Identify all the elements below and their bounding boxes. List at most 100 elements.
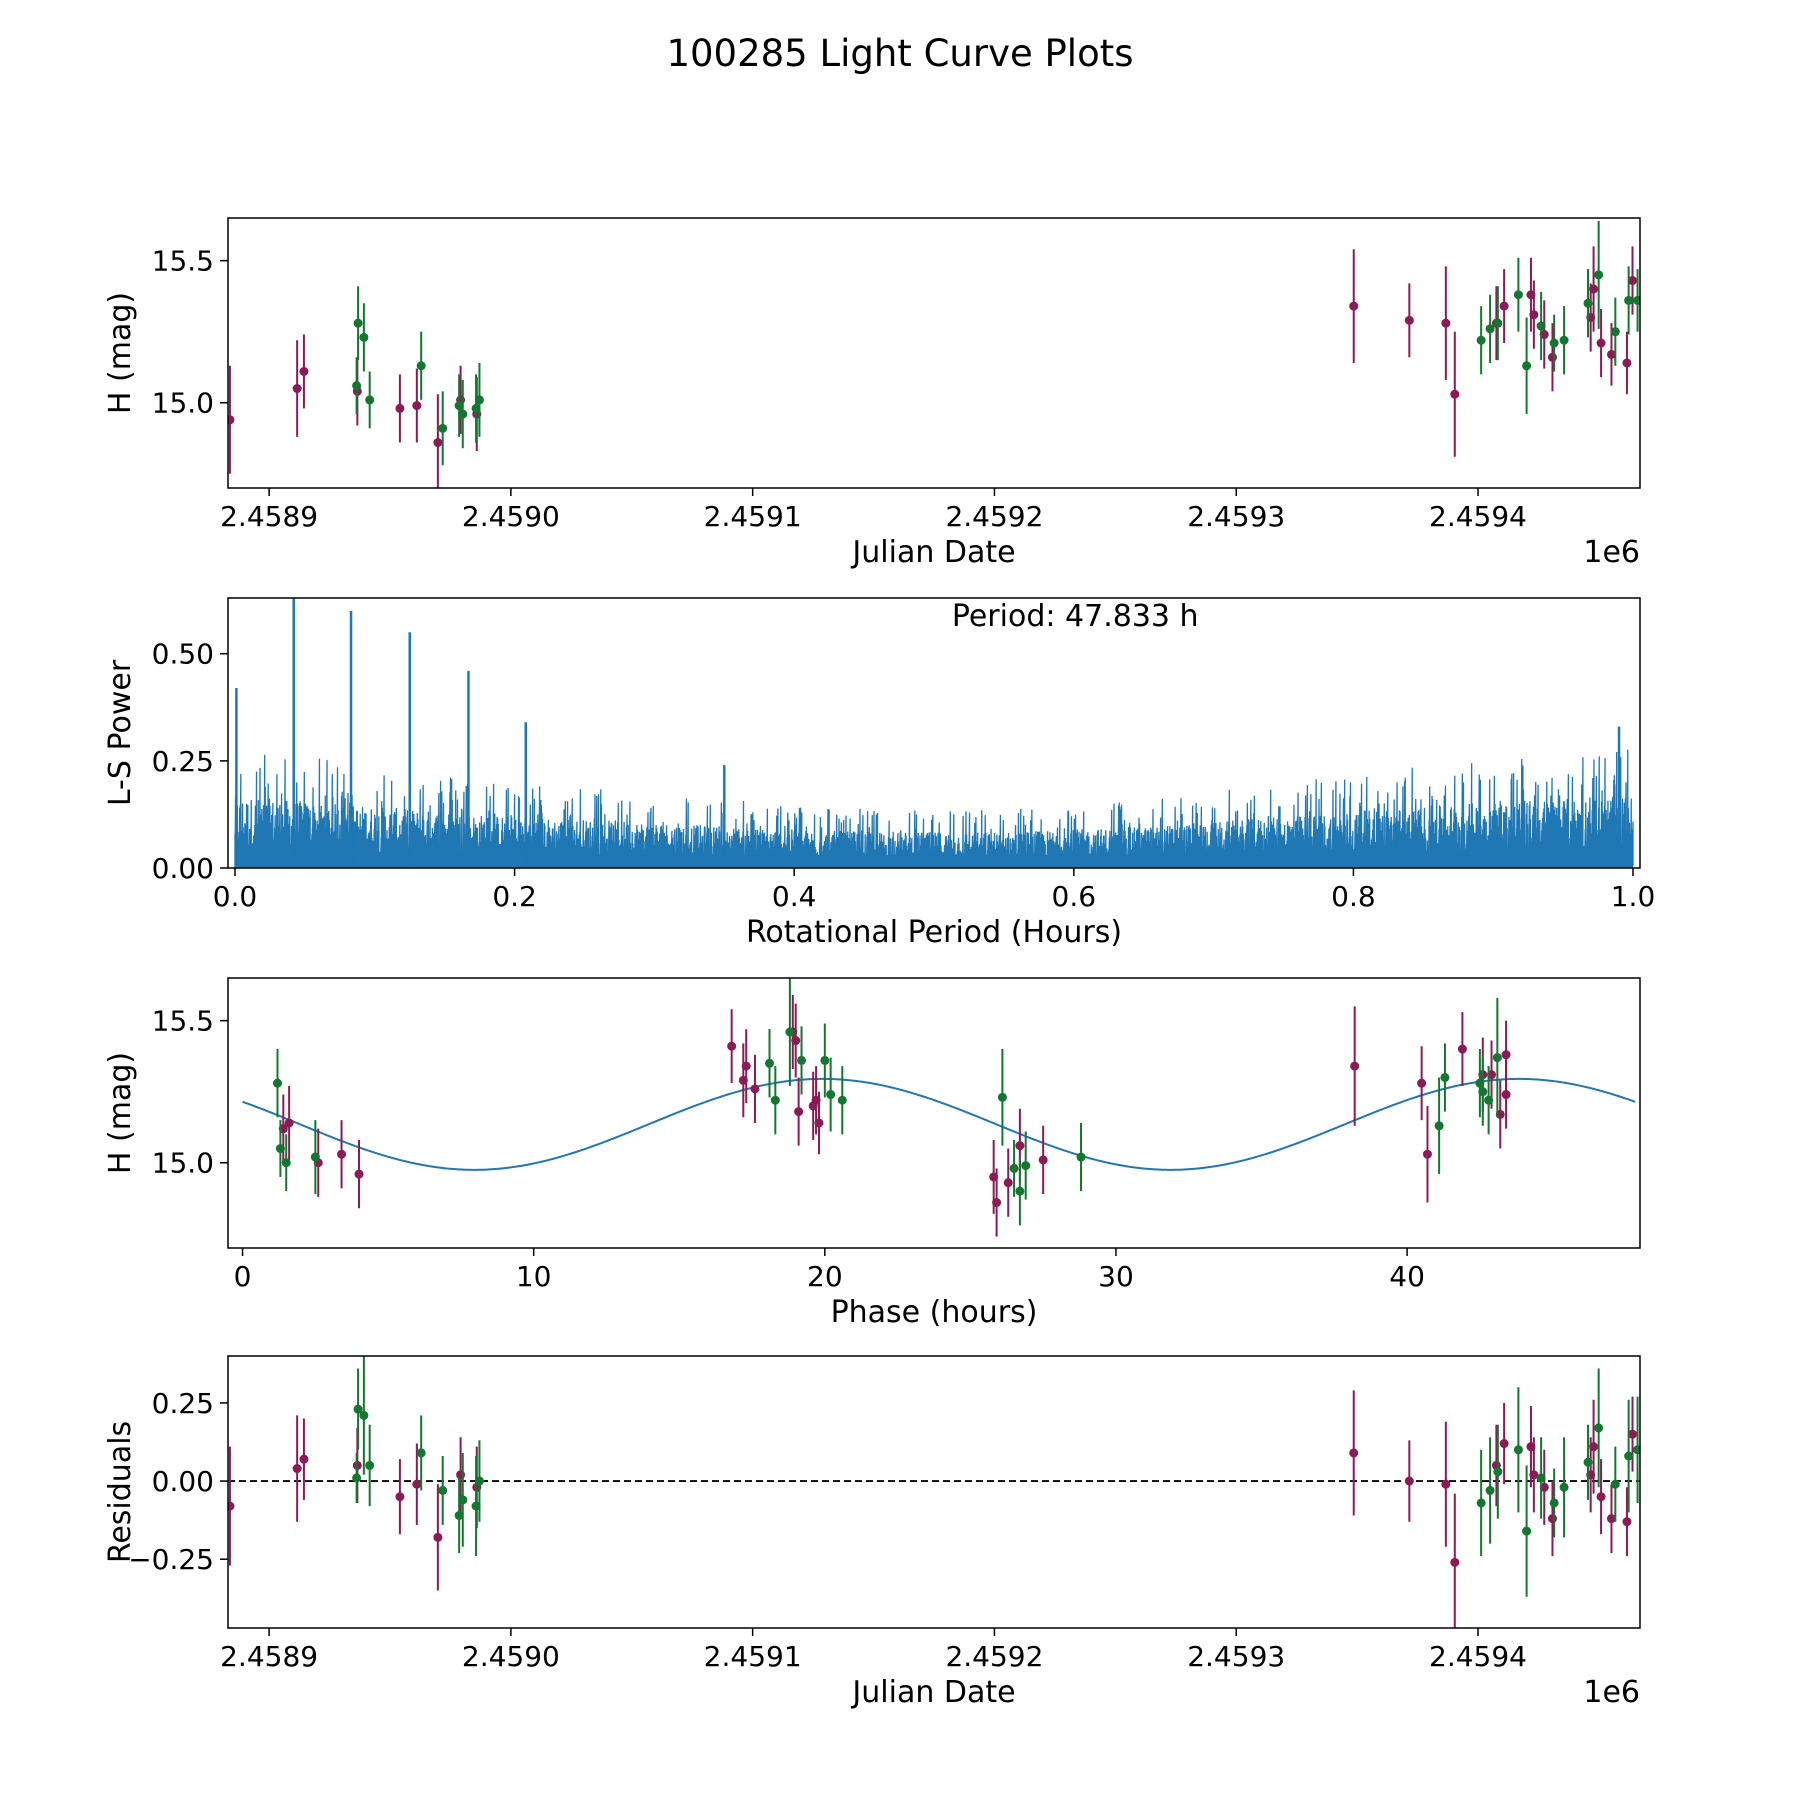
data-point xyxy=(1610,327,1620,337)
data-point xyxy=(1589,1442,1599,1452)
data-point xyxy=(785,1027,795,1037)
x-tick-label: 2.4592 xyxy=(945,500,1043,533)
x-tick-label: 2.4591 xyxy=(704,1640,802,1673)
data-point xyxy=(1610,1479,1620,1489)
data-point xyxy=(1003,1178,1013,1188)
y-tick-label: 15.0 xyxy=(152,1147,214,1180)
data-point xyxy=(1529,1470,1539,1480)
data-point xyxy=(1628,1429,1638,1439)
axes-frame xyxy=(227,597,1641,869)
data-point xyxy=(750,1084,760,1094)
data-point xyxy=(1015,1141,1025,1151)
data-point xyxy=(992,1198,1002,1208)
data-point xyxy=(474,395,484,405)
period-annotation: Period: 47.833 h xyxy=(952,599,1199,634)
data-point xyxy=(1522,1526,1532,1536)
x-tick-label: 0.2 xyxy=(492,880,537,913)
data-point xyxy=(1450,1557,1460,1567)
data-point xyxy=(416,361,426,371)
data-point xyxy=(1038,1155,1048,1165)
power-spectrum-line xyxy=(234,749,1634,868)
data-point xyxy=(1501,1090,1511,1100)
x-tick-label: 2.4589 xyxy=(220,1640,318,1673)
panel-residuals: 2.4589 2.4590 2.4591 2.4592 2.4593 2.4594 −0.2… xyxy=(103,1355,1641,1710)
panel-lightcurve: 2.4589 2.4590 2.4591 2.4592 2.4593 2.4594 15.0… xyxy=(103,217,1641,570)
plot-area-lightcurve xyxy=(228,220,1640,488)
data-point xyxy=(1594,1423,1604,1433)
x-tick-label: 2.4591 xyxy=(704,500,802,533)
data-point xyxy=(1441,318,1451,328)
data-point xyxy=(1513,290,1523,300)
data-point xyxy=(1499,1439,1509,1449)
x-tick-label: 0.6 xyxy=(1052,880,1097,913)
data-point xyxy=(433,438,443,448)
data-point xyxy=(281,1158,291,1168)
power-spectrum-floor xyxy=(234,855,1634,868)
data-point xyxy=(1596,1492,1606,1502)
data-point xyxy=(814,1118,824,1128)
data-point xyxy=(454,401,464,411)
data-point xyxy=(438,1485,448,1495)
data-point xyxy=(1628,276,1638,286)
y-tick-label: 0.00 xyxy=(152,1465,214,1498)
y-tick-label: −0.25 xyxy=(128,1543,214,1576)
data-point xyxy=(1349,301,1359,311)
y-tick-label: 15.5 xyxy=(152,1005,214,1038)
data-point xyxy=(1021,1161,1031,1171)
x-tick-label: 2.4593 xyxy=(1187,500,1285,533)
x-tick-label: 0.4 xyxy=(772,880,817,913)
data-point xyxy=(1559,335,1569,345)
data-point xyxy=(1076,1152,1086,1162)
x-tick-label: 2.4590 xyxy=(462,500,560,533)
data-point xyxy=(365,1460,375,1470)
plot-area-phased xyxy=(242,978,1636,1237)
data-point xyxy=(471,1501,481,1511)
data-point xyxy=(1596,338,1606,348)
data-point xyxy=(292,1464,302,1474)
data-point xyxy=(1549,1498,1559,1508)
data-point xyxy=(1589,284,1599,294)
data-point xyxy=(1499,301,1509,311)
x-tick-label: 20 xyxy=(807,1260,843,1293)
data-point xyxy=(284,1118,294,1128)
data-point xyxy=(765,1058,775,1068)
data-point xyxy=(1624,295,1634,305)
data-point xyxy=(1547,352,1557,362)
x-tick-label: 0.8 xyxy=(1331,880,1376,913)
data-point xyxy=(299,366,309,376)
data-point xyxy=(474,1476,484,1486)
data-point xyxy=(727,1041,737,1051)
data-point xyxy=(412,401,422,411)
axes-frame xyxy=(227,1355,1641,1629)
data-point xyxy=(395,403,405,413)
data-point xyxy=(1015,1186,1025,1196)
data-point xyxy=(395,1492,405,1502)
data-point xyxy=(1549,338,1559,348)
y-tick-label: 15.5 xyxy=(152,245,214,278)
data-point xyxy=(1417,1078,1427,1088)
y-tick-label: 15.0 xyxy=(152,387,214,420)
x-tick-label: 1.0 xyxy=(1611,880,1656,913)
data-point xyxy=(794,1107,804,1117)
data-point xyxy=(1009,1163,1019,1173)
data-point xyxy=(1559,1482,1569,1492)
data-point xyxy=(1450,389,1460,399)
data-point xyxy=(826,1090,836,1100)
data-point xyxy=(1606,1514,1616,1524)
data-point xyxy=(1440,1072,1450,1082)
model-curve xyxy=(242,1077,1636,1171)
y-tick-label: 0.50 xyxy=(152,638,214,671)
data-point xyxy=(820,1055,830,1065)
x-axis-label: Phase (hours) xyxy=(831,1295,1038,1330)
data-point xyxy=(1633,295,1640,305)
data-point xyxy=(1422,1149,1432,1159)
data-point xyxy=(1404,1476,1414,1486)
data-point xyxy=(1522,361,1532,371)
y-tick-label: 0.00 xyxy=(152,852,214,885)
data-point xyxy=(1501,1050,1511,1060)
data-point xyxy=(275,1144,285,1154)
data-point xyxy=(352,1473,362,1483)
data-point xyxy=(353,318,363,328)
